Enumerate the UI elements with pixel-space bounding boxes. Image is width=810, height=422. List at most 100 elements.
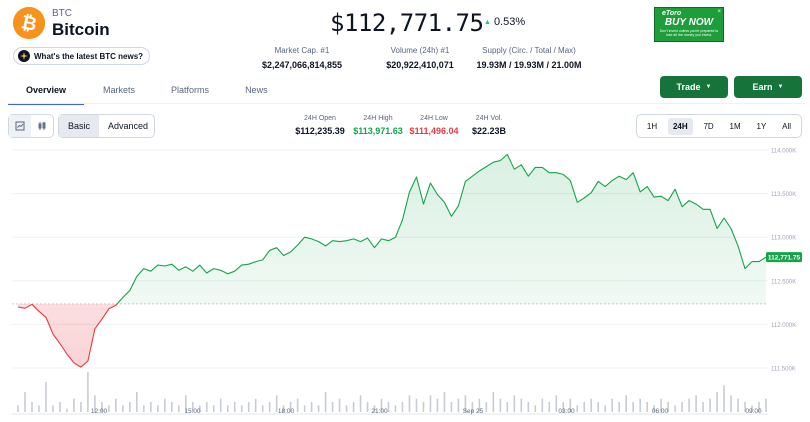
x-tick-label: 09:00 bbox=[745, 408, 762, 415]
y-axis: 114.000K 113.500K 113.000K 112.500K 112.000K… bbox=[771, 149, 796, 373]
volume-bar bbox=[219, 398, 222, 412]
volume-bar bbox=[709, 398, 711, 412]
volume-bar bbox=[261, 405, 264, 412]
volume-bar bbox=[401, 402, 404, 412]
x-tick-label: 12:00 bbox=[91, 408, 108, 415]
high-stat: 24H High $113,971.63 bbox=[350, 115, 406, 136]
volume-bar bbox=[338, 398, 341, 412]
volume-bar bbox=[150, 402, 152, 412]
volume-bar bbox=[303, 405, 306, 412]
volume-bar bbox=[331, 402, 334, 412]
current-price-badge-label: 112,771.75 bbox=[768, 255, 801, 262]
volume-bar bbox=[611, 398, 614, 412]
vol-stat: 24H Vol. $22.23B bbox=[466, 115, 512, 136]
volume-bar bbox=[590, 398, 593, 412]
volume-bar bbox=[618, 402, 620, 412]
volume-bar bbox=[80, 402, 82, 412]
volume-bar bbox=[702, 402, 704, 412]
volume-bar bbox=[716, 392, 718, 412]
volume-bar bbox=[66, 408, 68, 412]
advanced-mode-button[interactable]: Advanced bbox=[108, 121, 149, 131]
supply-stat: Supply (Circ. / Total / Max) 19.93M / 19… bbox=[468, 46, 590, 70]
volume-label: Volume (24h) #1 bbox=[390, 46, 450, 55]
earn-button[interactable]: Earn ▼ bbox=[734, 76, 802, 98]
volume-bar bbox=[38, 405, 40, 412]
latest-news-button[interactable]: What's the latest BTC news? bbox=[13, 47, 151, 65]
volume-bar bbox=[478, 398, 481, 412]
volume-bar bbox=[464, 395, 467, 412]
ad-close-icon[interactable]: × bbox=[717, 9, 721, 15]
volume-bar bbox=[45, 382, 47, 412]
candlestick-icon[interactable] bbox=[31, 115, 53, 137]
volume-bar bbox=[730, 395, 732, 412]
y-tick-label: 113.000K bbox=[771, 236, 796, 242]
volume-bar bbox=[31, 402, 33, 412]
line-chart-icon[interactable] bbox=[9, 115, 31, 137]
volume-bar bbox=[492, 392, 495, 412]
volume-bar bbox=[317, 405, 320, 412]
volume-bar bbox=[310, 402, 313, 412]
bitcoin-icon: ₿ bbox=[13, 7, 45, 39]
volume-bar bbox=[499, 398, 502, 412]
price-line-up bbox=[31, 153, 767, 304]
price-chart[interactable]: 114.000K 113.500K 113.000K 112.500K 112.000K… bbox=[0, 146, 810, 422]
volume-bar bbox=[450, 402, 453, 412]
area-fill-down bbox=[18, 303, 766, 368]
volume-bar bbox=[646, 402, 648, 412]
volume-bar bbox=[695, 395, 697, 412]
tab-overview[interactable]: Overview bbox=[8, 79, 85, 105]
volume-bar bbox=[506, 402, 509, 412]
volume-bar bbox=[457, 398, 460, 412]
volume-bar bbox=[569, 398, 572, 412]
volume-bar bbox=[541, 398, 544, 412]
volume-bars bbox=[17, 372, 767, 412]
volume-bar bbox=[184, 395, 187, 412]
volume-bar bbox=[443, 392, 446, 412]
tab-news[interactable]: News bbox=[245, 85, 268, 95]
y-tick-label: 114.000K bbox=[771, 149, 796, 155]
range-7d[interactable]: 7D bbox=[703, 121, 714, 131]
volume-bar bbox=[73, 398, 75, 412]
current-price-tag: 112,771.75 bbox=[766, 252, 802, 263]
y-tick-label: 112.000K bbox=[771, 323, 796, 329]
volume-bar bbox=[345, 405, 348, 412]
volume-bar bbox=[471, 402, 474, 412]
tab-divider bbox=[8, 103, 805, 104]
volume-bar bbox=[226, 405, 229, 412]
range-1y[interactable]: 1Y bbox=[756, 121, 767, 131]
volume-bar bbox=[667, 402, 669, 412]
area-up bbox=[31, 153, 767, 304]
volume-bar bbox=[758, 402, 760, 412]
volume-bar bbox=[177, 405, 180, 412]
volume-bar bbox=[429, 395, 432, 412]
volume-bar bbox=[688, 398, 690, 412]
market-cap-value: $2,247,066,814,855 bbox=[261, 60, 343, 70]
range-24h[interactable]: 24H bbox=[667, 117, 693, 135]
range-1h[interactable]: 1H bbox=[646, 121, 658, 131]
volume-bar bbox=[205, 402, 208, 412]
volume-bar bbox=[555, 395, 558, 412]
volume-bar bbox=[247, 402, 250, 412]
low-value: $111,496.04 bbox=[409, 126, 459, 136]
range-1m[interactable]: 1M bbox=[729, 121, 741, 131]
market-cap-label: Market Cap. #1 bbox=[274, 46, 330, 55]
svg-text:₿: ₿ bbox=[19, 11, 39, 36]
volume-bar bbox=[597, 402, 600, 412]
tab-platforms[interactable]: Platforms bbox=[171, 85, 210, 95]
volume-bar bbox=[674, 405, 676, 412]
etoro-ad-banner[interactable]: eToro × BUY NOW Don't invest unless you'… bbox=[654, 7, 724, 42]
market-cap-stat: Market Cap. #1 $2,247,066,814,855 bbox=[236, 46, 368, 70]
trade-button[interactable]: Trade ▼ bbox=[660, 76, 728, 98]
earn-label: Earn bbox=[752, 82, 773, 92]
x-axis: 12:00 15:00 18:00 21:00 Sep 25 03:00 06:00 09:0… bbox=[91, 408, 762, 415]
volume-bar bbox=[583, 402, 586, 412]
volume-bar bbox=[632, 402, 634, 412]
volume-bar bbox=[275, 395, 278, 412]
up-arrow-icon: ▲ bbox=[484, 18, 491, 26]
tab-markets[interactable]: Markets bbox=[103, 85, 136, 95]
price-change-value: 0.53% bbox=[493, 16, 526, 28]
range-all[interactable]: All bbox=[782, 121, 792, 131]
x-tick-label: 15:00 bbox=[184, 408, 201, 415]
coin-name: Bitcoin bbox=[52, 20, 110, 39]
basic-mode-button[interactable]: Basic bbox=[59, 115, 100, 137]
